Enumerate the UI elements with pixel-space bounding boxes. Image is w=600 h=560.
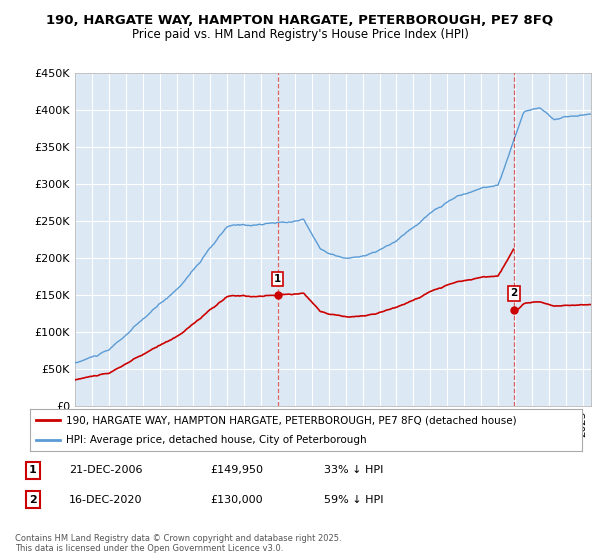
Text: 1: 1 bbox=[274, 274, 281, 284]
Text: £149,950: £149,950 bbox=[210, 465, 263, 475]
Bar bbox=[278, 73, 514, 406]
Text: £130,000: £130,000 bbox=[210, 494, 263, 505]
Text: 59% ↓ HPI: 59% ↓ HPI bbox=[324, 494, 383, 505]
Text: 2: 2 bbox=[29, 494, 37, 505]
Text: 33% ↓ HPI: 33% ↓ HPI bbox=[324, 465, 383, 475]
Text: 21-DEC-2006: 21-DEC-2006 bbox=[69, 465, 143, 475]
Text: Contains HM Land Registry data © Crown copyright and database right 2025.
This d: Contains HM Land Registry data © Crown c… bbox=[15, 534, 341, 553]
Text: 16-DEC-2020: 16-DEC-2020 bbox=[69, 494, 143, 505]
Text: Price paid vs. HM Land Registry's House Price Index (HPI): Price paid vs. HM Land Registry's House … bbox=[131, 28, 469, 41]
Text: 190, HARGATE WAY, HAMPTON HARGATE, PETERBOROUGH, PE7 8FQ: 190, HARGATE WAY, HAMPTON HARGATE, PETER… bbox=[46, 14, 554, 27]
Text: 2: 2 bbox=[511, 288, 518, 298]
Text: 190, HARGATE WAY, HAMPTON HARGATE, PETERBOROUGH, PE7 8FQ (detached house): 190, HARGATE WAY, HAMPTON HARGATE, PETER… bbox=[66, 415, 517, 425]
Text: HPI: Average price, detached house, City of Peterborough: HPI: Average price, detached house, City… bbox=[66, 435, 367, 445]
Text: 1: 1 bbox=[29, 465, 37, 475]
